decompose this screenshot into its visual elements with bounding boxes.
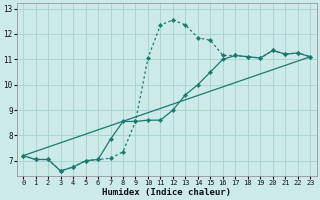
X-axis label: Humidex (Indice chaleur): Humidex (Indice chaleur)	[102, 188, 231, 197]
